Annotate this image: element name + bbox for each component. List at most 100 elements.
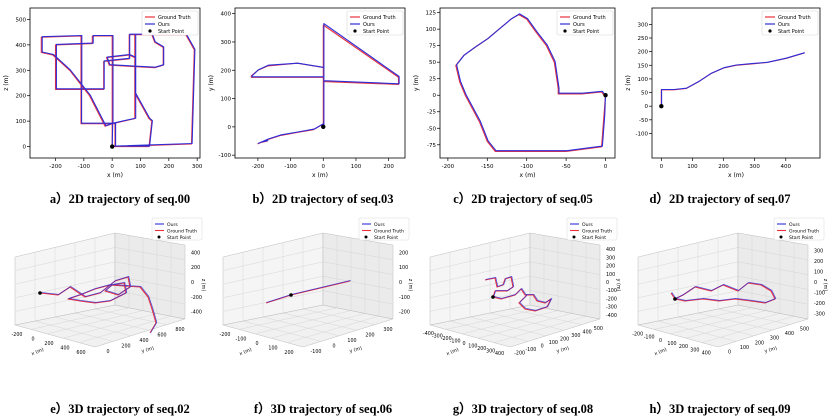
start-point-marker bbox=[673, 297, 677, 301]
grid-line bbox=[14, 247, 116, 271]
series-line-ours bbox=[661, 52, 805, 106]
x-tick-label: 200 bbox=[679, 344, 688, 350]
legend-box bbox=[358, 217, 410, 241]
y-tick-label: -200 bbox=[514, 350, 525, 356]
grid-line bbox=[677, 316, 755, 336]
grid-line bbox=[302, 308, 376, 325]
grid-line bbox=[737, 276, 809, 290]
grid-line bbox=[429, 261, 531, 285]
x-tick-label: -400 bbox=[423, 331, 434, 337]
z-tick-label: 0 bbox=[606, 280, 609, 286]
y-tick-label: 500 bbox=[594, 326, 603, 332]
y-tick-label: -50 bbox=[427, 126, 436, 132]
z-tick-label: -100 bbox=[606, 288, 617, 294]
y-tick-label: 100 bbox=[638, 77, 649, 83]
y-tick-label: 0 bbox=[228, 125, 232, 131]
legend-marker-start-point bbox=[364, 235, 368, 239]
z-tick-label: -400 bbox=[191, 310, 202, 316]
x-axis-label: x (m) bbox=[107, 172, 123, 179]
y-tick-label: -75 bbox=[427, 143, 436, 149]
y-tick-label: 400 bbox=[583, 329, 592, 335]
y-axis-label: y (m) bbox=[141, 345, 155, 354]
legend-label: Start Point bbox=[573, 29, 599, 35]
y-tick-label: 200 bbox=[121, 344, 130, 350]
x-tick-label: -200 bbox=[632, 332, 643, 338]
y-tick-label: 200 bbox=[221, 68, 232, 74]
x-axis-label: x (m) bbox=[312, 172, 328, 179]
x-tick-label: 300 bbox=[690, 347, 699, 353]
start-point-marker bbox=[38, 291, 42, 295]
z-tick-label: 100 bbox=[399, 265, 408, 271]
x-tick-label: 600 bbox=[76, 350, 85, 356]
legend-marker-start-point bbox=[157, 235, 161, 239]
x-axis-label: x (m) bbox=[654, 347, 668, 357]
grid-line bbox=[322, 290, 394, 305]
x-tick-label: 200 bbox=[44, 341, 53, 347]
legend-label: Ground Truth bbox=[363, 15, 396, 21]
chart-3d-seq02: -200 0 200 400 600 x (m) 0 200 400 600 800 y (m) -40… bbox=[12, 217, 206, 357]
x-tick-label: 0 bbox=[255, 341, 258, 347]
grid-line bbox=[461, 310, 559, 334]
y-tick-label: 300 bbox=[770, 336, 779, 342]
grid-line bbox=[14, 276, 116, 298]
series-line-ours bbox=[671, 282, 777, 303]
z-tick-label: -200 bbox=[814, 301, 825, 307]
x-tick-label: 400 bbox=[702, 350, 711, 356]
legend-label: Ground Truth bbox=[158, 15, 191, 21]
z-tick-label: -100 bbox=[399, 295, 410, 301]
grid-line bbox=[737, 290, 809, 305]
x-tick-label: -100 bbox=[284, 164, 297, 170]
y-tick-label: -100 bbox=[219, 153, 232, 159]
legend-label: Start Point bbox=[158, 29, 184, 35]
series-line-ours bbox=[41, 33, 196, 147]
z-tick-label: 300 bbox=[606, 255, 615, 261]
x-tick-label: 200 bbox=[477, 346, 486, 352]
grid-line bbox=[529, 261, 601, 275]
grid-line bbox=[94, 308, 168, 325]
legend-box bbox=[151, 217, 203, 241]
x-tick-label: 400 bbox=[495, 351, 504, 357]
y-tick-label: 200 bbox=[638, 50, 649, 56]
legend-label: Ours bbox=[573, 22, 585, 28]
grid-line bbox=[222, 276, 324, 298]
legend-label: Start Point bbox=[167, 235, 191, 241]
x-tick-label: -300 bbox=[432, 334, 443, 340]
x-tick-label: 100 bbox=[268, 345, 277, 351]
y-tick-label: 300 bbox=[638, 22, 649, 28]
y-tick-label: -100 bbox=[311, 349, 322, 355]
legend-marker-start-point bbox=[563, 29, 567, 33]
legend-marker-start-point bbox=[572, 235, 576, 239]
grid-line bbox=[270, 313, 366, 339]
caption-h: h）3D trajectory of seq.09 bbox=[649, 402, 791, 416]
grid-line bbox=[114, 276, 186, 290]
grid-line bbox=[282, 312, 358, 331]
x-tick-label: -200 bbox=[12, 332, 23, 338]
z-axis-label: z (m) bbox=[200, 279, 206, 292]
caption-g: g）3D trajectory of seq.08 bbox=[452, 402, 594, 416]
legend-label: Ours bbox=[374, 222, 385, 228]
x-axis-label: x (m) bbox=[31, 347, 45, 357]
series-line-ours bbox=[40, 276, 158, 333]
y-tick-label: -100 bbox=[525, 347, 536, 353]
start-point-marker bbox=[289, 293, 293, 297]
z-axis-label: y (m) bbox=[615, 279, 621, 292]
y-tick-label: 50 bbox=[641, 91, 648, 97]
chart-2d-seq03: -200 -100 0 100 200 -100 0 100 200 300 400 x (m) y (… bbox=[208, 7, 406, 179]
x-tick-label: 0 bbox=[660, 164, 664, 170]
y-tick-label: 200 bbox=[755, 340, 764, 346]
grid-line bbox=[701, 316, 795, 343]
y-tick-label: 0 bbox=[645, 104, 649, 110]
z-tick-label: 100 bbox=[814, 269, 823, 275]
grid-line bbox=[669, 310, 767, 334]
x-tick-label: 200 bbox=[164, 164, 175, 170]
grid-line bbox=[74, 312, 150, 331]
grid-line bbox=[54, 316, 132, 336]
grid-line bbox=[737, 247, 809, 260]
grid-line bbox=[429, 290, 531, 312]
x-tick-label: 100 bbox=[667, 341, 676, 347]
legend-label: Ground Truth bbox=[374, 228, 404, 234]
legend-box bbox=[773, 217, 825, 241]
plot-frame bbox=[234, 7, 406, 159]
grid-line bbox=[322, 247, 394, 260]
y-axis-label: y (m) bbox=[349, 345, 363, 354]
